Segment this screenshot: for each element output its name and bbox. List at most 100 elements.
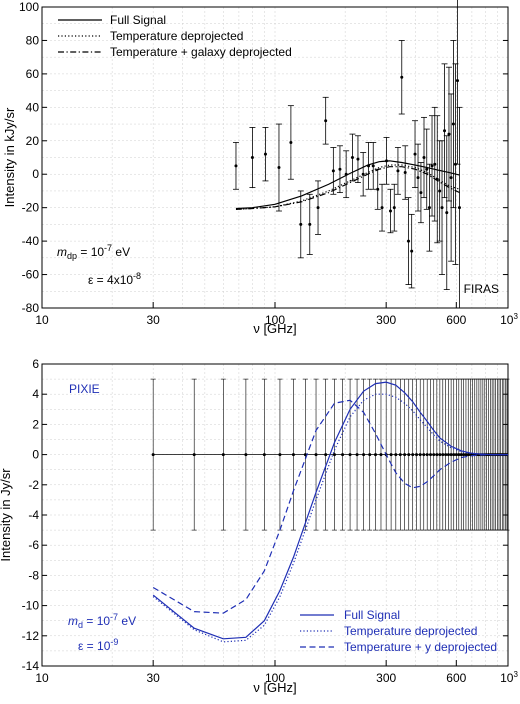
data-point — [354, 135, 361, 183]
data-marker — [466, 453, 470, 457]
data-point — [354, 378, 360, 531]
data-marker — [413, 152, 417, 156]
data-point — [232, 142, 239, 190]
data-marker — [348, 453, 352, 457]
legend-label: Temperature deprojected — [110, 29, 243, 43]
data-point — [388, 378, 394, 531]
epsilon-value: ε = 10 — [78, 639, 111, 653]
y-tick-label: -4 — [28, 508, 39, 522]
data-marker — [440, 206, 444, 210]
y-tick-label: 60 — [26, 67, 40, 81]
data-marker — [356, 157, 360, 161]
mass-subscript: d — [78, 620, 83, 630]
data-marker — [457, 453, 461, 457]
data-marker — [435, 453, 439, 457]
legend-label: Full Signal — [110, 13, 166, 27]
experiment-label: FIRAS — [464, 282, 499, 296]
legend-label: Temperature + galaxy deprojected — [110, 45, 292, 59]
epsilon-exponent: -9 — [110, 637, 118, 647]
data-point — [340, 378, 346, 531]
data-point — [454, 0, 461, 165]
epsilon-value: ε = 4x10 — [88, 273, 133, 287]
data-point — [431, 106, 438, 222]
y-tick-label: -8 — [28, 568, 39, 582]
data-point — [394, 147, 401, 195]
data-point — [417, 162, 424, 224]
data-marker — [380, 206, 384, 210]
data-marker — [429, 453, 433, 457]
y-tick-label: 0 — [32, 167, 39, 181]
data-marker — [447, 132, 451, 136]
data-marker — [278, 453, 282, 457]
data-marker — [438, 453, 442, 457]
data-marker — [422, 453, 426, 457]
data-marker — [425, 167, 429, 171]
data-point — [387, 188, 394, 234]
mass-value: = 10 — [77, 245, 104, 259]
data-point — [322, 96, 329, 145]
y-tick-label: 2 — [32, 417, 39, 431]
data-point — [443, 135, 450, 291]
y-tick-label: -2 — [28, 478, 39, 492]
x-tick-label: 103 — [500, 670, 518, 685]
data-marker — [411, 453, 415, 457]
legend: Full Signal Temperature deprojected Temper… — [300, 608, 497, 654]
data-marker — [376, 187, 380, 191]
data-marker — [462, 453, 466, 457]
data-point — [361, 378, 367, 531]
series-line-dotted — [152, 393, 508, 643]
experiment-label: PIXIE — [69, 382, 100, 396]
data-point — [405, 197, 412, 285]
data-marker — [244, 453, 248, 457]
data-marker — [403, 453, 407, 457]
data-point — [398, 40, 405, 115]
mass-value: = 10 — [83, 614, 110, 628]
data-point — [243, 378, 249, 531]
x-axis-label: ν [GHz] — [253, 321, 296, 336]
data-marker — [406, 239, 410, 243]
y-tick-label: -20 — [22, 201, 40, 215]
data-marker — [427, 206, 431, 210]
mass-subscript: dp — [67, 251, 77, 261]
data-marker — [441, 453, 445, 457]
data-marker — [192, 453, 196, 457]
data-point — [323, 378, 329, 531]
y-tick-label: -12 — [22, 629, 40, 643]
data-marker — [403, 171, 407, 175]
data-point — [287, 105, 294, 180]
data-marker — [151, 453, 155, 457]
series-line-dashed — [152, 399, 508, 614]
data-marker — [422, 156, 426, 159]
y-tick-label: -10 — [22, 599, 40, 613]
data-marker — [262, 453, 266, 457]
data-marker — [457, 206, 461, 210]
data-point — [302, 378, 308, 531]
data-point — [191, 378, 197, 531]
data-marker — [446, 453, 450, 457]
data-point — [412, 120, 419, 189]
data-point — [150, 378, 156, 531]
data-marker — [400, 75, 404, 79]
data-point — [429, 115, 436, 217]
data-point — [443, 378, 449, 531]
x-tick-label-exponent: 3 — [513, 312, 518, 321]
data-marker — [368, 453, 372, 457]
data-marker — [455, 79, 459, 83]
y-tick-label: -40 — [22, 234, 40, 248]
epsilon-annotation: ε = 10-9 — [78, 637, 118, 653]
y-tick-label: 100 — [19, 0, 39, 14]
x-tick-label: 600 — [446, 313, 466, 327]
data-marker — [234, 164, 238, 168]
x-tick-label: 300 — [376, 671, 396, 685]
data-marker — [338, 167, 342, 171]
data-point — [415, 143, 422, 212]
data-marker — [449, 176, 453, 180]
data-point — [290, 378, 296, 531]
data-point — [374, 168, 381, 210]
data-point — [370, 142, 377, 190]
data-marker — [314, 453, 318, 457]
data-marker — [443, 129, 447, 133]
data-marker — [308, 222, 312, 226]
data-point — [439, 140, 446, 275]
